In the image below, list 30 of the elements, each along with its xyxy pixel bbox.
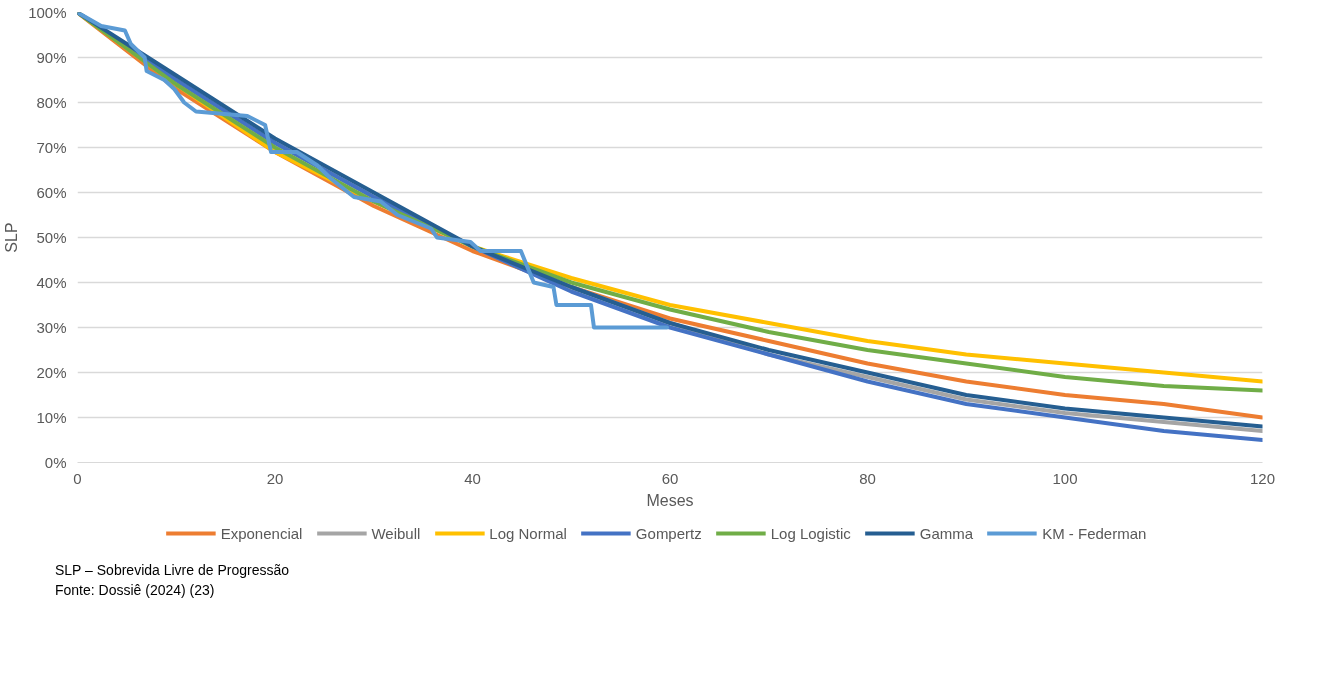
legend-label: Gompertz — [635, 524, 702, 542]
y-tick-label: 10% — [36, 409, 67, 426]
x-tick-label: 80 — [859, 469, 876, 487]
source-note: Fonte: Dossiê (2024) (23) — [55, 582, 215, 598]
legend-label: Gamma — [919, 524, 974, 542]
y-tick-label: 50% — [36, 229, 67, 246]
y-tick-label: 0% — [44, 454, 67, 471]
y-tick-label: 40% — [36, 274, 67, 291]
y-axis-title: SLP — [3, 222, 21, 253]
legend-label: KM - Federman — [1042, 524, 1147, 542]
x-tick-label: 20 — [266, 469, 284, 487]
y-tick-label: 100% — [28, 4, 67, 21]
y-tick-label: 90% — [36, 49, 67, 66]
text: SLP – Sobrevida Livre de Progressão — [55, 562, 289, 578]
x-tick-label: 0 — [73, 469, 82, 487]
x-tick-label: 40 — [464, 469, 481, 487]
legend-label: Exponencial — [220, 524, 303, 542]
y-tick-label: 30% — [36, 319, 67, 336]
legend-label: Log Logistic — [770, 524, 851, 542]
y-tick-label: 80% — [36, 94, 67, 111]
y-tick-label: 60% — [36, 184, 67, 201]
legend-label: Log Normal — [489, 524, 567, 542]
y-tick-label: 20% — [36, 364, 67, 381]
y-tick-label: 70% — [36, 139, 67, 156]
x-tick-label: 120 — [1249, 469, 1276, 487]
x-tick-label: 100 — [1052, 469, 1078, 487]
x-tick-label: 60 — [661, 469, 679, 487]
x-axis-title: Meses — [646, 491, 694, 509]
legend-label: Weibull — [371, 524, 421, 542]
line-series — [77, 12, 670, 330]
